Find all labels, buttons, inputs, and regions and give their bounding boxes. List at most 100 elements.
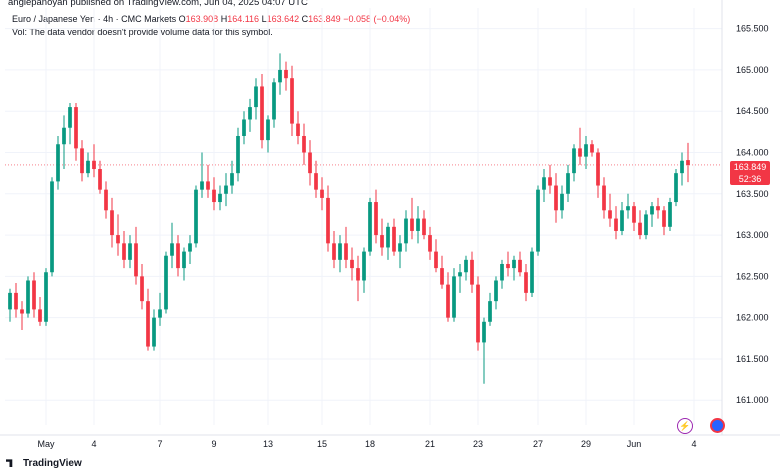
candle [374,189,378,244]
candle-body [488,301,492,322]
candle-body [446,284,450,318]
candle [284,61,288,91]
close-label: C [301,14,309,24]
candle-body [608,210,612,219]
candle-body [686,160,690,165]
candle-body [74,107,78,149]
candle-body [116,235,120,244]
candle-body [386,226,390,248]
candle-body [20,309,24,314]
candle [92,144,96,178]
globe-icon[interactable] [710,418,725,433]
candle [404,210,408,252]
lightning-icon[interactable]: ⚡ [677,418,693,434]
candle [656,197,660,219]
candle-body [368,202,372,252]
candle [80,140,84,182]
candle [158,292,162,326]
candle [290,65,294,136]
y-tick-label: 165.500 [736,24,769,34]
y-tick-label: 162.000 [736,313,769,323]
candle-body [344,243,348,260]
candle [686,142,690,183]
candle-body [128,243,132,260]
candle [332,230,336,269]
candle [446,272,450,322]
candle-body [278,69,282,83]
price-axis[interactable]: 165.500 165.000 164.500 164.000 163.500 163.0… [736,24,769,406]
candle [146,288,150,351]
candle [176,235,180,277]
x-tick-label: 9 [211,439,216,449]
open-label: O [178,14,186,24]
candle-body [140,276,144,302]
candle [266,115,270,153]
candle-body [242,119,246,136]
candle-body [110,210,114,236]
candles-layer [8,53,690,384]
candle [32,272,36,318]
candle [248,98,252,132]
candle-body [644,214,648,236]
candle [224,173,228,207]
candle [530,247,534,298]
candle [26,276,30,318]
candle-body [560,193,564,211]
candle-body [470,259,474,285]
open-value: 163.908 [185,14,219,24]
y-tick-label: 161.000 [736,395,769,405]
candle [200,152,204,198]
candle-body [638,222,642,236]
x-tick-label: 21 [425,439,435,449]
candle [626,193,630,219]
brand-name: TradingView [23,458,82,469]
candle-body [200,181,204,190]
candle [20,301,24,331]
time-axis[interactable]: May 4 7 9 13 15 18 21 23 27 29 Jun 4 [37,439,696,449]
y-tick-label: 163.000 [736,230,769,240]
candle [140,263,144,310]
candle-body [290,78,294,124]
candle-body [440,268,444,285]
candle-body [182,251,186,269]
close-value: 163.849 [308,14,341,24]
candle-body [146,301,150,347]
candle [110,197,114,248]
x-tick-label: 18 [365,439,375,449]
candle [38,297,42,326]
candle [350,247,354,281]
candle-body [296,123,300,136]
candle [128,235,132,269]
x-tick-label: 23 [473,439,483,449]
candle [638,210,642,240]
candle [422,210,426,240]
candle-body [674,173,678,203]
candle-body [236,135,240,174]
candle-body [476,284,480,343]
candle [452,268,456,322]
candle-body [380,235,384,248]
candle-body [602,185,606,211]
candle-body [284,69,288,79]
candle [68,102,72,145]
candle-body [362,251,366,281]
candle-body [272,82,276,120]
candle [122,230,126,269]
candle-body [194,189,198,244]
candle-body [122,243,126,260]
candle-body [614,218,618,231]
candle [50,177,54,277]
candle [152,309,156,351]
candle [542,169,546,203]
candle-body [254,86,258,108]
candle-body [506,263,510,269]
candle [602,177,606,219]
candle-body [566,173,570,194]
candle-body [392,226,396,252]
candle [188,235,192,264]
candle-body [554,185,558,211]
candle-body [452,276,456,318]
candle-body [98,169,102,190]
candle-body [620,210,624,231]
